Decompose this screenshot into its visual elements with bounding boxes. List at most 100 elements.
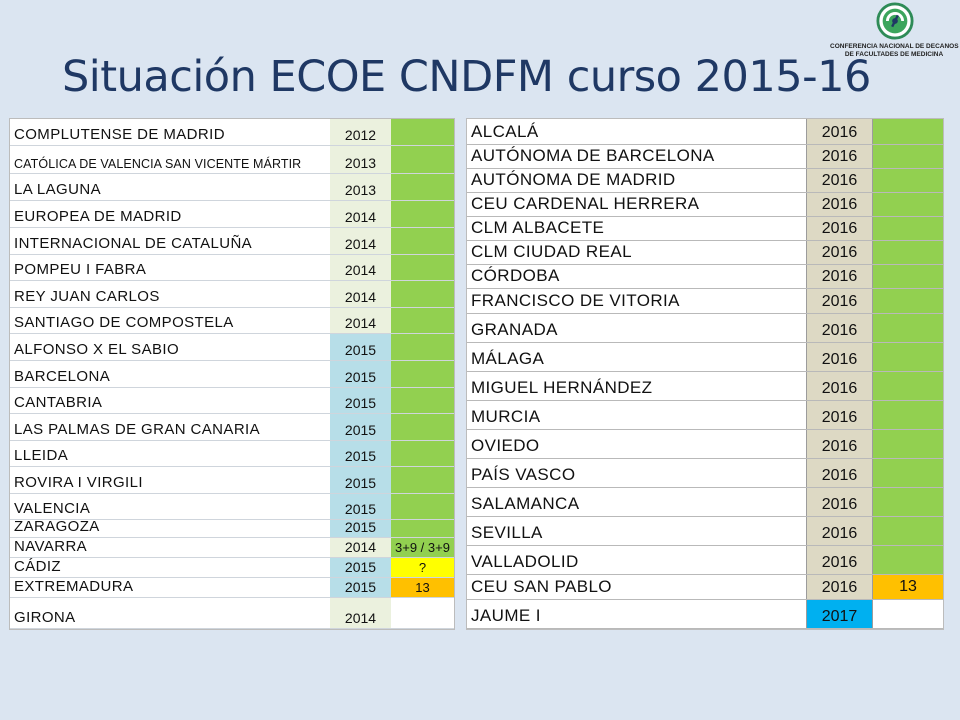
status-cell xyxy=(873,217,943,240)
ecoe-year: 2016 xyxy=(806,343,873,371)
university-name: CEU CARDENAL HERRERA xyxy=(471,194,700,213)
ecoe-year: 2015 xyxy=(330,414,391,440)
university-name: AUTÓNOMA DE MADRID xyxy=(471,170,676,189)
left-universities-table: COMPLUTENSE DE MADRID 2012 CATÓLICA DE VAL… xyxy=(9,118,455,630)
right-table-row: CEU CARDENAL HERRERA 2016 xyxy=(467,193,943,217)
university-name: POMPEU I FABRA xyxy=(14,261,147,278)
right-table-row: GRANADA 2016 xyxy=(467,314,943,343)
status-cell xyxy=(873,193,943,216)
ecoe-year: 2016 xyxy=(806,119,873,144)
status-cell xyxy=(873,265,943,288)
university-name: ZARAGOZA xyxy=(14,520,100,535)
right-table-row: ALCALÁ 2016 xyxy=(467,119,943,145)
status-cell xyxy=(873,600,943,628)
university-name: GRANADA xyxy=(471,320,558,339)
left-table-row: LLEIDA 2015 xyxy=(10,441,454,467)
left-table-row: CATÓLICA DE VALENCIA SAN VICENTE MÁRTIR 2… xyxy=(10,146,454,174)
university-name: AUTÓNOMA DE BARCELONA xyxy=(471,146,715,165)
ecoe-year: 2014 xyxy=(330,598,391,628)
right-table-row: CLM ALBACETE 2016 xyxy=(467,217,943,241)
left-table-row: LAS PALMAS DE GRAN CANARIA 2015 xyxy=(10,414,454,441)
status-cell xyxy=(873,289,943,313)
university-name: ALFONSO X EL SABIO xyxy=(14,341,180,358)
status-cell xyxy=(391,494,454,519)
ecoe-year: 2016 xyxy=(806,241,873,264)
university-name: INTERNACIONAL DE CATALUÑA xyxy=(14,235,253,252)
status-cell xyxy=(873,488,943,516)
university-name: LAS PALMAS DE GRAN CANARIA xyxy=(14,421,261,438)
status-cell: 13 xyxy=(391,578,454,597)
left-table-row: VALENCIA 2015 xyxy=(10,494,454,520)
university-name: VALENCIA xyxy=(14,500,91,517)
ecoe-year: 2016 xyxy=(806,575,873,599)
university-name: MURCIA xyxy=(471,407,541,426)
ecoe-year: 2016 xyxy=(806,145,873,168)
university-name: CLM CIUDAD REAL xyxy=(471,242,632,261)
status-cell xyxy=(873,459,943,487)
university-name: CÓRDOBA xyxy=(471,266,560,285)
ecoe-year: 2016 xyxy=(806,517,873,545)
status-cell xyxy=(873,169,943,192)
right-table-row: FRANCISCO DE VITORIA 2016 xyxy=(467,289,943,314)
status-cell: 13 xyxy=(873,575,943,599)
left-table-row: NAVARRA 2014 3+9 / 3+9 xyxy=(10,538,454,558)
ecoe-year: 2014 xyxy=(330,201,391,227)
left-table-row: COMPLUTENSE DE MADRID 2012 xyxy=(10,119,454,146)
status-cell xyxy=(873,145,943,168)
status-cell: ? xyxy=(391,558,454,577)
right-table-row: CEU SAN PABLO 2016 13 xyxy=(467,575,943,600)
university-name: SANTIAGO DE COMPOSTELA xyxy=(14,314,234,331)
university-name: ALCALÁ xyxy=(471,122,539,141)
left-table-row: EXTREMADURA 2015 13 xyxy=(10,578,454,598)
status-cell xyxy=(391,201,454,227)
status-cell xyxy=(391,361,454,387)
university-name: COMPLUTENSE DE MADRID xyxy=(14,126,225,143)
university-name: BARCELONA xyxy=(14,368,111,385)
slide-title: Situación ECOE CNDFM curso 2015-16 xyxy=(62,52,871,102)
status-cell xyxy=(391,388,454,413)
ecoe-year: 2014 xyxy=(330,308,391,333)
status-cell xyxy=(391,467,454,493)
ecoe-year: 2014 xyxy=(330,281,391,307)
right-table-row: CLM CIUDAD REAL 2016 xyxy=(467,241,943,265)
left-table-row: EUROPEA DE MADRID 2014 xyxy=(10,201,454,228)
ecoe-year: 2016 xyxy=(806,401,873,429)
ecoe-year: 2016 xyxy=(806,169,873,192)
university-name: MIGUEL HERNÁNDEZ xyxy=(471,378,653,397)
university-name: OVIEDO xyxy=(471,436,540,455)
ecoe-year: 2013 xyxy=(330,174,391,200)
university-name: CÁDIZ xyxy=(14,558,61,575)
ecoe-year: 2017 xyxy=(806,600,873,628)
ecoe-year: 2016 xyxy=(806,265,873,288)
status-cell xyxy=(873,401,943,429)
ecoe-year: 2016 xyxy=(806,459,873,487)
university-name: SALAMANCA xyxy=(471,494,580,513)
right-table-row: PAÍS VASCO 2016 xyxy=(467,459,943,488)
status-cell xyxy=(391,174,454,200)
left-table-row: CANTABRIA 2015 xyxy=(10,388,454,414)
university-name: JAUME I xyxy=(471,606,541,625)
ecoe-year: 2015 xyxy=(330,467,391,493)
university-name: MÁLAGA xyxy=(471,349,545,368)
left-table-row: POMPEU I FABRA 2014 xyxy=(10,255,454,281)
status-cell xyxy=(873,430,943,458)
university-name: VALLADOLID xyxy=(471,552,579,571)
ecoe-year: 2015 xyxy=(330,441,391,466)
university-name: CANTABRIA xyxy=(14,394,103,411)
university-name: CLM ALBACETE xyxy=(471,218,605,237)
ecoe-year: 2015 xyxy=(330,494,391,519)
university-name: LLEIDA xyxy=(14,447,69,464)
ecoe-year: 2015 xyxy=(330,361,391,387)
right-table-row: MURCIA 2016 xyxy=(467,401,943,430)
left-table-row: ROVIRA I VIRGILI 2015 xyxy=(10,467,454,494)
ecoe-year: 2014 xyxy=(330,255,391,280)
right-table-row: SEVILLA 2016 xyxy=(467,517,943,546)
right-universities-table: ALCALÁ 2016 AUTÓNOMA DE BARCELONA 2016 AUTÓN… xyxy=(466,118,944,630)
status-cell xyxy=(391,334,454,360)
logo-text-line1: CONFERENCIA NACIONAL DE DECANOS xyxy=(830,43,959,50)
status-cell xyxy=(391,598,454,628)
university-name: FRANCISCO DE VITORIA xyxy=(471,291,680,310)
status-cell xyxy=(873,119,943,144)
ecoe-year: 2015 xyxy=(330,578,391,597)
ecoe-year: 2016 xyxy=(806,546,873,574)
